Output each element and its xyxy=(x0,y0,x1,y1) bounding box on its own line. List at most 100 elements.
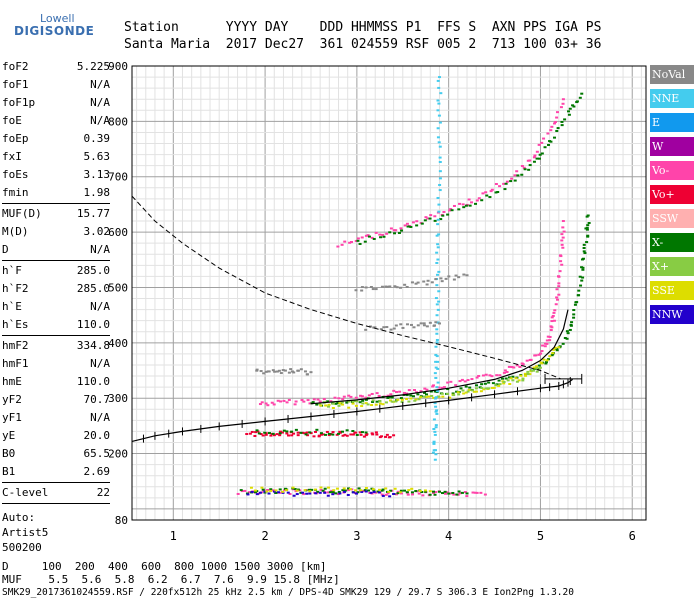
echo-point xyxy=(540,350,544,353)
echo-point xyxy=(348,241,352,244)
echo-point xyxy=(388,399,392,402)
echo-point xyxy=(243,489,247,492)
echo-point xyxy=(258,491,262,494)
echo-point xyxy=(519,374,523,377)
echo-point xyxy=(492,386,496,389)
echo-point xyxy=(491,382,495,385)
echo-point xyxy=(447,275,451,278)
axis-layer: 1 2 3 4 5 6 80 200 300 400 500 600 700 800 900 xyxy=(108,60,647,543)
echo-point xyxy=(256,430,260,433)
echo-point xyxy=(561,236,565,239)
echo-point xyxy=(542,137,546,140)
echo-point xyxy=(436,395,440,398)
echo-point xyxy=(305,431,309,434)
echo-point xyxy=(386,396,390,399)
echo-point xyxy=(394,400,398,403)
echo-point xyxy=(299,431,303,434)
echo-point xyxy=(428,493,432,496)
echo-point xyxy=(560,243,564,246)
echo-point xyxy=(372,490,376,493)
echo-point xyxy=(575,100,579,103)
echo-point xyxy=(390,396,394,399)
echo-point xyxy=(546,335,550,338)
parameter-label: foF2 xyxy=(2,60,29,73)
echo-point xyxy=(375,400,379,403)
echo-point xyxy=(396,398,400,401)
parameter-row: M(D) 3.02 xyxy=(2,223,110,241)
echo-point xyxy=(475,491,479,494)
echo-point xyxy=(324,404,328,407)
echo-point xyxy=(343,240,347,243)
echo-point xyxy=(274,491,278,494)
echo-point xyxy=(520,165,524,168)
echo-point xyxy=(343,489,347,492)
echo-point xyxy=(374,231,378,234)
echo-point xyxy=(452,493,456,496)
echo-point xyxy=(303,432,307,435)
echo-point xyxy=(398,491,402,494)
echo-point xyxy=(259,370,263,373)
echo-point xyxy=(301,431,305,434)
echo-point xyxy=(276,399,280,402)
echo-point xyxy=(292,432,296,435)
echo-point xyxy=(429,390,433,393)
echo-point xyxy=(272,434,276,437)
echo-point xyxy=(494,191,498,194)
parameter-label: foF1p xyxy=(2,96,36,109)
echo-point xyxy=(357,487,361,490)
echo-point xyxy=(439,92,443,95)
echo-point xyxy=(360,405,364,408)
echo-point xyxy=(532,156,536,159)
echo-point xyxy=(462,273,466,276)
echo-point xyxy=(525,359,529,362)
echo-point xyxy=(585,228,589,231)
echo-point xyxy=(380,285,384,288)
echo-point xyxy=(557,282,561,285)
echo-point xyxy=(318,491,322,494)
echo-point xyxy=(389,489,393,492)
echo-point xyxy=(434,297,438,300)
echo-point xyxy=(337,397,341,400)
echo-point xyxy=(435,314,439,317)
parameter-value: 334.8 xyxy=(76,339,110,352)
legend-item-nne: NNE xyxy=(650,89,694,108)
echo-point xyxy=(430,281,434,284)
legend-item-x-: X- xyxy=(650,233,694,252)
echo-point xyxy=(428,321,432,324)
parameter-row: hmF1 N/A xyxy=(2,355,110,373)
echo-point xyxy=(265,490,269,493)
echo-point xyxy=(542,358,546,361)
echo-point xyxy=(370,392,374,395)
echo-point xyxy=(426,217,430,220)
y-tick-label: 900 xyxy=(108,60,128,73)
echo-point xyxy=(436,308,440,311)
y-tick-label: 300 xyxy=(108,392,128,405)
echo-point xyxy=(540,141,544,144)
echo-point xyxy=(387,490,391,493)
echo-point xyxy=(380,493,384,496)
echo-point xyxy=(558,254,562,257)
echo-point xyxy=(429,214,433,217)
echo-point xyxy=(434,360,438,363)
echo-point xyxy=(236,492,240,495)
echo-point xyxy=(345,434,349,437)
echo-point xyxy=(481,192,485,195)
echo-point xyxy=(573,303,577,306)
echo-point xyxy=(423,219,427,222)
echo-point xyxy=(555,288,559,291)
echo-point xyxy=(437,86,441,89)
echo-point xyxy=(399,323,403,326)
echo-point xyxy=(359,433,363,436)
echo-point xyxy=(568,328,572,331)
echo-point xyxy=(540,152,544,155)
echo-point xyxy=(366,234,370,237)
echo-point xyxy=(541,344,545,347)
parameter-label: B0 xyxy=(2,447,16,460)
echo-point xyxy=(437,102,441,105)
echo-point xyxy=(340,401,344,404)
echo-point xyxy=(299,368,303,371)
echo-point xyxy=(433,458,437,461)
echo-point xyxy=(581,257,585,260)
echo-point xyxy=(435,251,439,254)
electron-density-profile xyxy=(131,195,561,380)
